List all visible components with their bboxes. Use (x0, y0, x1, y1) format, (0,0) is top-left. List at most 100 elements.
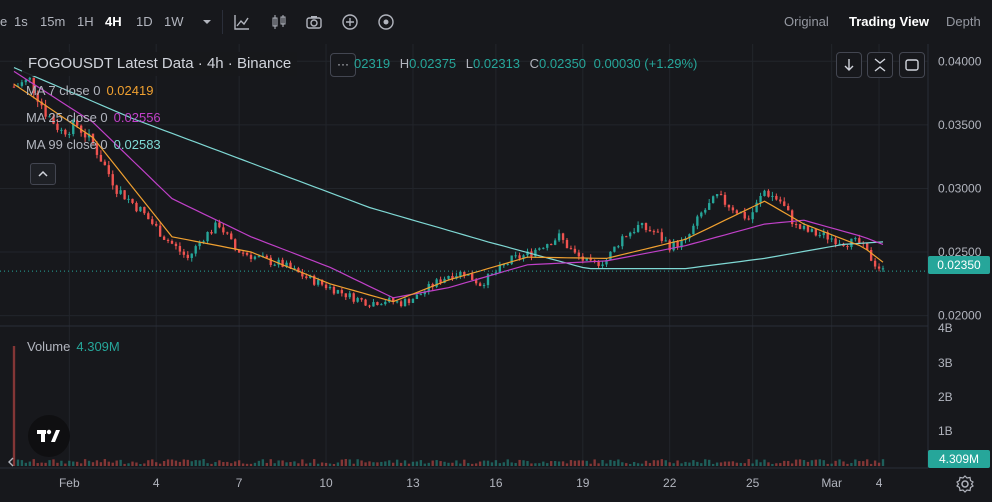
volume-bar (569, 460, 573, 466)
price-tick-label: 0.02000 (938, 309, 982, 323)
fullscreen-button[interactable] (899, 52, 925, 78)
candle-body (719, 194, 723, 196)
price-tick-label: 0.03500 (938, 118, 982, 132)
volume-bars (12, 346, 885, 466)
volume-bar (241, 463, 245, 466)
candle-body (123, 190, 126, 200)
volume-bar (668, 462, 671, 466)
view-depth[interactable]: Depth (946, 14, 981, 29)
candle-body (20, 82, 24, 86)
time-tick-label: 4 (153, 476, 160, 490)
volume-bar (76, 461, 79, 466)
more-options-button[interactable]: ··· (330, 53, 356, 77)
candle-body (498, 264, 502, 273)
volume-bar (36, 463, 39, 466)
candle-body (696, 216, 699, 226)
camera-icon[interactable] (304, 12, 324, 32)
collapse-button[interactable] (867, 52, 893, 78)
volume-legend[interactable]: Volume 4.309M (27, 339, 120, 354)
candle-body (419, 294, 423, 296)
candle-body (249, 254, 253, 259)
volume-bar (850, 462, 853, 466)
candle-type-icon[interactable] (269, 12, 289, 32)
scroll-down-button[interactable] (836, 52, 862, 78)
volume-bar (779, 463, 782, 466)
candle-body (415, 294, 419, 299)
candle-body (320, 279, 324, 285)
price-chart[interactable]: 0.04000 0.03500 0.03000 0.02500 0.02000 4B 3B… (0, 44, 992, 502)
volume-bar (28, 461, 31, 466)
replay-icon[interactable] (376, 12, 396, 32)
indicator-line-icon[interactable] (232, 12, 252, 32)
volume-bar (877, 462, 881, 466)
ma25-legend[interactable]: MA 25 close 0 0.02556 (26, 110, 161, 125)
low-label: L (465, 56, 474, 71)
volume-bar (230, 463, 233, 466)
volume-bar (415, 461, 419, 466)
candle-body (60, 129, 63, 131)
volume-bar (40, 462, 43, 466)
candle-body (834, 238, 837, 245)
ohlc-values: 02319 H0.02375 L0.02313 C0.02350 0.00030… (354, 56, 697, 71)
candle-body (127, 198, 130, 200)
candle-body (747, 218, 750, 220)
timeframe-partial[interactable]: e (0, 14, 8, 29)
candle-body (356, 298, 359, 302)
candle-body (514, 255, 517, 257)
volume-bar (364, 462, 367, 466)
symbol-title[interactable]: FOGOUSDT Latest Data · 4h · Binance (22, 52, 298, 76)
time-tick-label: 25 (746, 476, 760, 490)
volume-bar (115, 460, 118, 466)
candle-body (241, 252, 245, 254)
volume-bar (91, 462, 95, 466)
timeframe-1w[interactable]: 1W (164, 14, 184, 29)
volume-bar (617, 459, 620, 466)
settings-gear-icon[interactable] (955, 474, 975, 494)
candle-body (680, 240, 683, 248)
view-original[interactable]: Original (784, 14, 829, 29)
ma7-legend[interactable]: MA 7 close 0 0.02419 (26, 83, 153, 98)
time-tick-label: 19 (576, 476, 590, 490)
price-axis[interactable]: 0.04000 0.03500 0.03000 0.02500 0.02000 (938, 54, 982, 322)
volume-bar (166, 459, 170, 466)
candle-body (810, 229, 814, 232)
time-axis[interactable]: Feb 4 7 10 13 16 19 22 25 Mar 4 (59, 476, 883, 490)
volume-bar (873, 460, 877, 466)
volume-bar (711, 463, 715, 466)
candle-body (234, 239, 237, 250)
candle-body (636, 224, 640, 232)
candle-body (621, 236, 624, 247)
chevron-down-icon[interactable] (197, 12, 217, 32)
timeframe-1s[interactable]: 1s (14, 14, 28, 29)
tradingview-logo[interactable] (28, 415, 70, 457)
volume-bar (194, 460, 197, 466)
candle-body (155, 223, 158, 226)
candle-body (613, 246, 616, 252)
volume-bar (727, 461, 731, 466)
volume-bar (95, 460, 99, 466)
candle-body (502, 264, 505, 266)
volume-bar (846, 463, 849, 466)
candle-body (111, 174, 114, 186)
timeframe-1h[interactable]: 1H (77, 14, 94, 29)
volume-bar (561, 461, 565, 466)
plus-circle-icon[interactable] (340, 12, 360, 32)
volume-bar (20, 460, 24, 466)
collapse-legend-button[interactable] (30, 163, 56, 185)
timeframe-1d[interactable]: 1D (136, 14, 153, 29)
volume-bar (522, 460, 525, 466)
view-trading-view[interactable]: Trading View (849, 14, 929, 29)
candle-body (478, 283, 482, 286)
ma99-legend[interactable]: MA 99 close 0 0.02583 (26, 137, 161, 152)
arrow-down-icon (844, 59, 854, 71)
candle-body (743, 211, 746, 219)
close-label: C (529, 56, 540, 71)
volume-bar (881, 459, 885, 466)
volume-bar (605, 463, 608, 466)
candle-body (423, 291, 426, 295)
candle-body (751, 212, 754, 220)
timeframe-15m[interactable]: 15m (40, 14, 66, 29)
volume-bar (182, 459, 186, 466)
timeframe-4h[interactable]: 4H (105, 14, 122, 29)
scroll-left-icon[interactable] (8, 457, 14, 467)
